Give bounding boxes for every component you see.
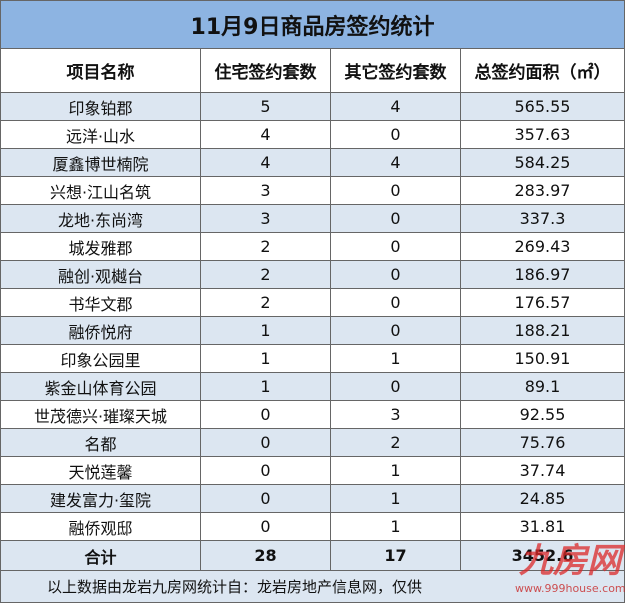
total-cell: 28	[201, 541, 331, 571]
watermark-url: www.999house.com	[515, 582, 625, 595]
table-cell: 印象公园里	[1, 345, 201, 373]
table-cell: 0	[331, 205, 461, 233]
table-cell: 283.97	[461, 177, 625, 205]
table-cell: 1	[201, 373, 331, 401]
table-cell: 186.97	[461, 261, 625, 289]
table-cell: 0	[201, 485, 331, 513]
table-cell: 24.85	[461, 485, 625, 513]
header-cell: 住宅签约套数	[201, 49, 331, 93]
table-cell: 188.21	[461, 317, 625, 345]
table-cell: 92.55	[461, 401, 625, 429]
table-cell: 37.74	[461, 457, 625, 485]
table-cell: 紫金山体育公园	[1, 373, 201, 401]
table-cell: 0	[331, 373, 461, 401]
table-cell: 3	[331, 401, 461, 429]
header-cell: 项目名称	[1, 49, 201, 93]
table-cell: 176.57	[461, 289, 625, 317]
table-cell: 150.91	[461, 345, 625, 373]
table-cell: 4	[201, 149, 331, 177]
table-cell: 0	[201, 513, 331, 541]
table-cell: 89.1	[461, 373, 625, 401]
table-cell: 4	[331, 93, 461, 121]
table-cell: 0	[201, 429, 331, 457]
table-cell: 4	[201, 121, 331, 149]
table-cell: 269.43	[461, 233, 625, 261]
table-cell: 1	[201, 317, 331, 345]
table-cell: 75.76	[461, 429, 625, 457]
table-cell: 名都	[1, 429, 201, 457]
table-cell: 远洋·山水	[1, 121, 201, 149]
table-cell: 0	[331, 261, 461, 289]
header-cell: 其它签约套数	[331, 49, 461, 93]
table-cell: 城发雅郡	[1, 233, 201, 261]
table-cell: 0	[331, 317, 461, 345]
table-cell: 31.81	[461, 513, 625, 541]
table-cell: 1	[331, 345, 461, 373]
table-cell: 融侨观邸	[1, 513, 201, 541]
total-cell: 合计	[1, 541, 201, 571]
table-cell: 1	[331, 513, 461, 541]
table-cell: 357.63	[461, 121, 625, 149]
table-cell: 0	[331, 121, 461, 149]
table-cell: 龙地·东尚湾	[1, 205, 201, 233]
table-cell: 0	[201, 401, 331, 429]
table-cell: 融侨悦府	[1, 317, 201, 345]
table-cell: 2	[201, 289, 331, 317]
table-cell: 印象铂郡	[1, 93, 201, 121]
table-cell: 337.3	[461, 205, 625, 233]
table-cell: 0	[201, 457, 331, 485]
table-cell: 厦鑫博世楠院	[1, 149, 201, 177]
total-cell: 3452.6	[461, 541, 625, 571]
table-cell: 2	[201, 233, 331, 261]
table-cell: 天悦莲馨	[1, 457, 201, 485]
table-cell: 融创·观樾台	[1, 261, 201, 289]
table-cell: 1	[331, 457, 461, 485]
table-cell: 建发富力·玺院	[1, 485, 201, 513]
table-cell: 5	[201, 93, 331, 121]
table-cell: 0	[331, 233, 461, 261]
table-cell: 0	[331, 289, 461, 317]
table-cell: 3	[201, 205, 331, 233]
title: 11月9日商品房签约统计	[1, 1, 625, 49]
table-cell: 0	[331, 177, 461, 205]
watermark-logo: 九房网	[519, 541, 621, 581]
header-cell: 总签约面积（㎡）	[461, 49, 625, 93]
table-cell: 世茂德兴·璀璨天城	[1, 401, 201, 429]
table-cell: 1	[331, 485, 461, 513]
table-cell: 2	[331, 429, 461, 457]
table-cell: 3	[201, 177, 331, 205]
table-cell: 4	[331, 149, 461, 177]
table-cell: 书华文郡	[1, 289, 201, 317]
total-cell: 17	[331, 541, 461, 571]
table-cell: 1	[201, 345, 331, 373]
table-cell: 584.25	[461, 149, 625, 177]
footer: 以上数据由龙岩九房网统计自：龙岩房地产信息网，仅供	[1, 571, 625, 603]
table-cell: 2	[201, 261, 331, 289]
table-cell: 兴想·江山名筑	[1, 177, 201, 205]
table-cell: 565.55	[461, 93, 625, 121]
